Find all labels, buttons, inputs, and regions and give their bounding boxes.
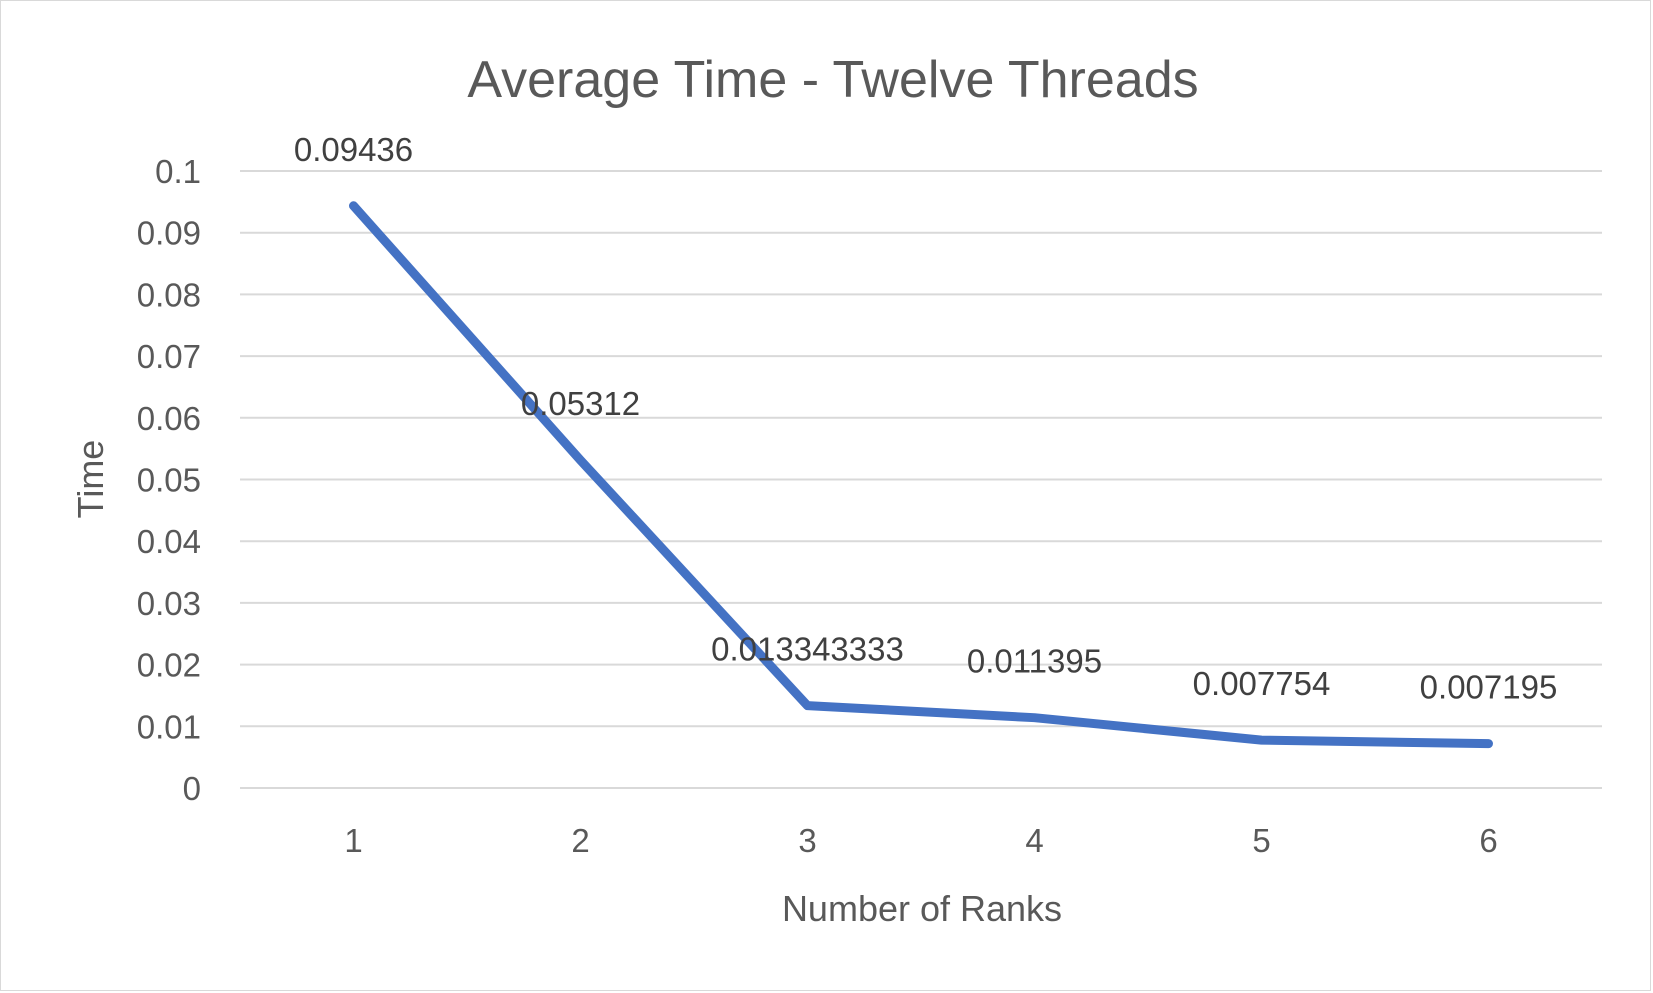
y-tick-label: 0	[183, 770, 201, 807]
series-line	[349, 201, 1493, 749]
x-tick-label: 6	[1479, 822, 1497, 859]
data-point	[1033, 716, 1036, 719]
data-point	[1260, 739, 1263, 742]
x-tick-label: 5	[1252, 822, 1270, 859]
data-label: 0.007754	[1193, 665, 1331, 702]
y-tick-label: 0.06	[137, 400, 201, 437]
x-axis-title: Number of Ranks	[782, 888, 1062, 929]
data-label: 0.05312	[521, 385, 640, 422]
y-axis-title: Time	[70, 440, 111, 519]
gridlines	[240, 170, 1602, 789]
data-point	[352, 204, 355, 207]
data-labels: 0.09436 0.05312 0.013343333 0.011395 0.00775…	[294, 131, 1557, 706]
series-line-path	[349, 201, 1493, 749]
y-tick-label: 0.09	[137, 215, 201, 252]
y-tick-label: 0.01	[137, 708, 201, 745]
data-point	[1487, 742, 1490, 745]
y-axis-ticks: 0 0.01 0.02 0.03 0.04 0.05 0.06 0.07 0.08 0.09 0.1	[137, 153, 201, 807]
y-tick-label: 0.08	[137, 276, 201, 313]
x-tick-label: 4	[1025, 822, 1043, 859]
y-tick-label: 0.05	[137, 462, 201, 499]
y-tick-label: 0.02	[137, 647, 201, 684]
x-tick-label: 2	[571, 822, 589, 859]
x-tick-label: 3	[798, 822, 816, 859]
x-tick-label: 1	[344, 822, 362, 859]
x-axis-ticks: 1 2 3 4 5 6	[344, 822, 1497, 859]
data-label: 0.007195	[1420, 669, 1558, 706]
y-tick-label: 0.1	[155, 153, 201, 190]
y-tick-label: 0.07	[137, 338, 201, 375]
data-label: 0.013343333	[711, 631, 904, 668]
y-tick-label: 0.03	[137, 585, 201, 622]
y-tick-label: 0.04	[137, 523, 201, 560]
data-label: 0.011395	[967, 643, 1102, 680]
chart-title: Average Time - Twelve Threads	[467, 51, 1198, 109]
data-label: 0.09436	[294, 131, 413, 168]
data-point	[806, 704, 809, 707]
data-point	[579, 459, 582, 462]
